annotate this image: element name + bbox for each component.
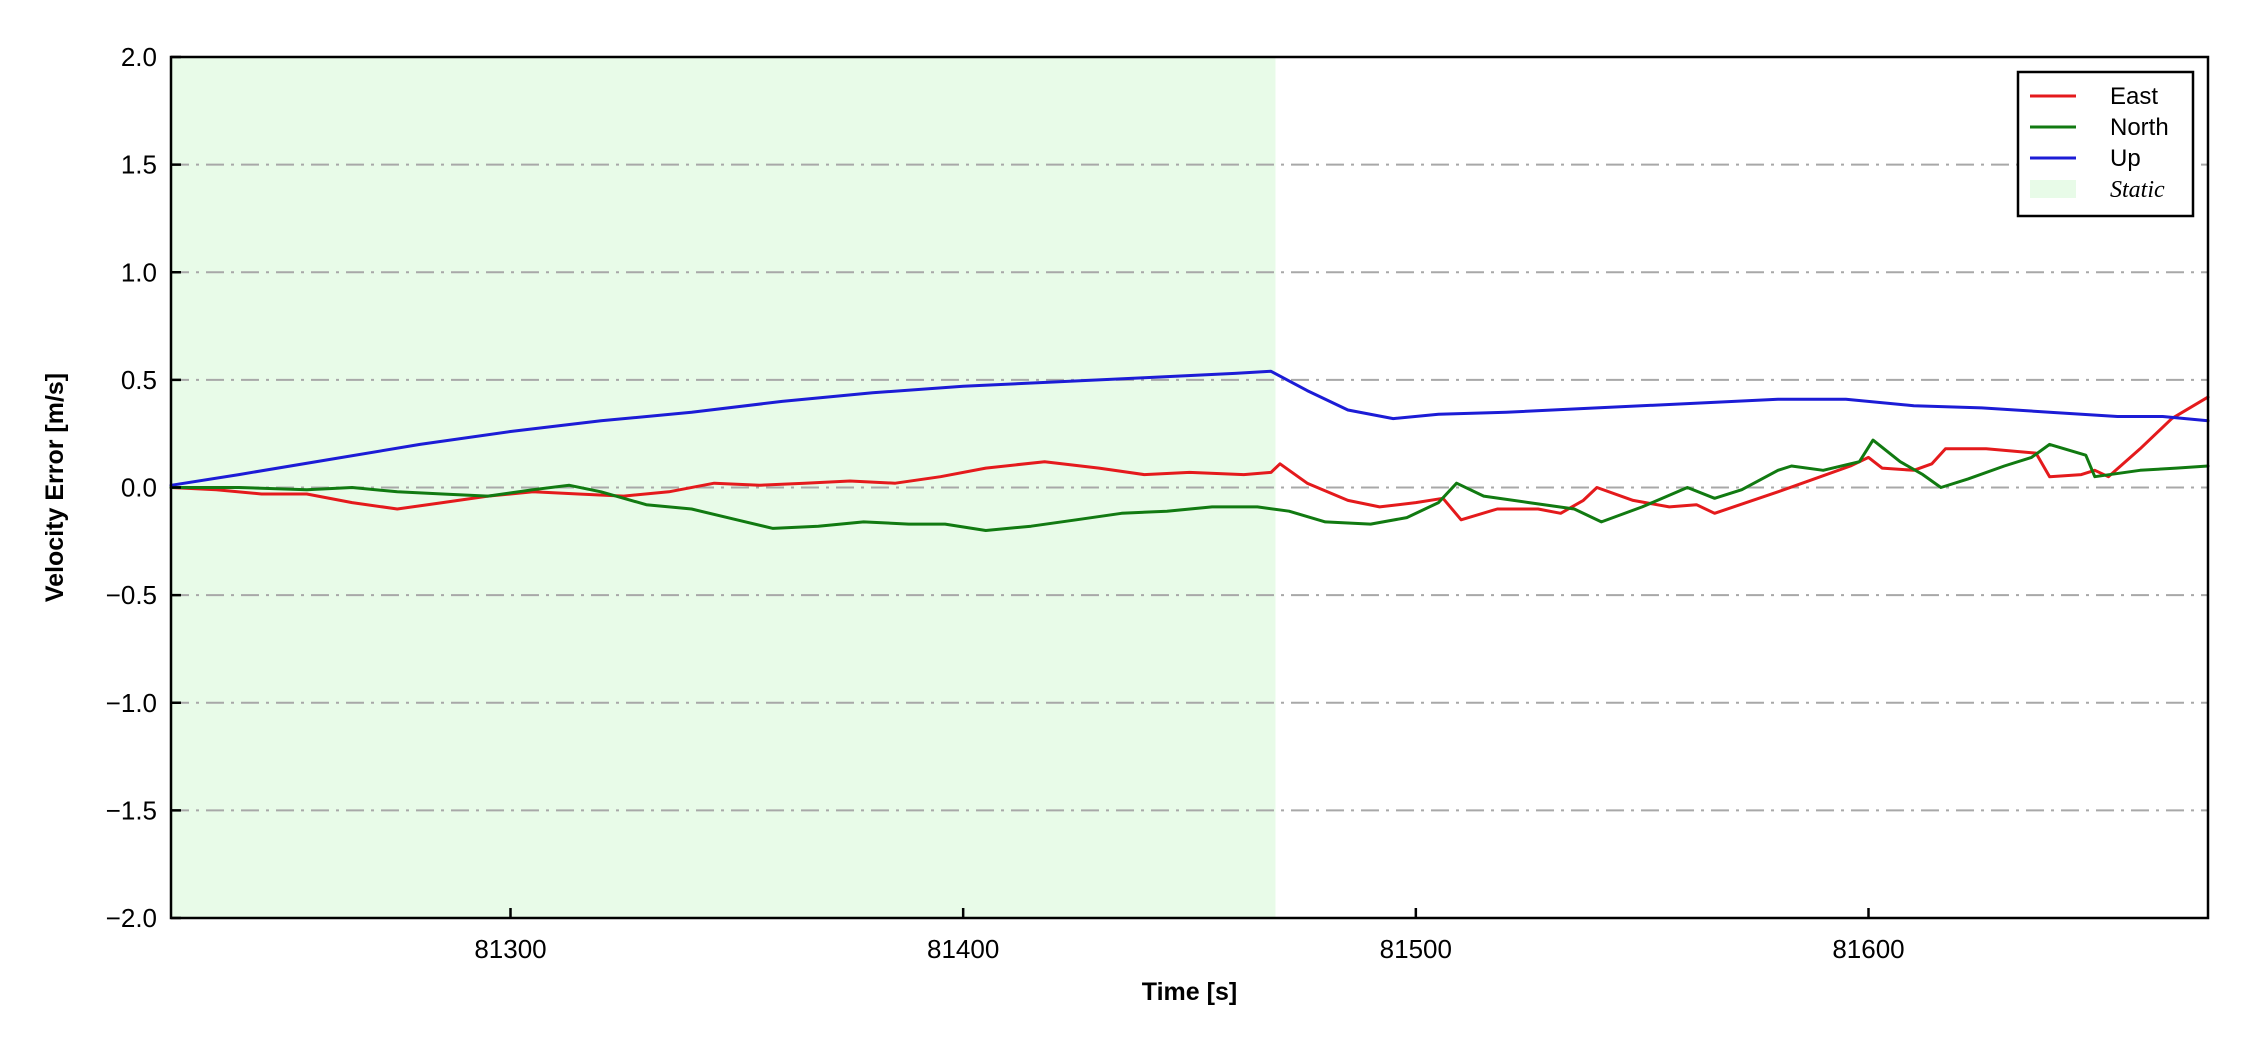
gridlines xyxy=(171,163,2208,812)
y-tick-label-4: 0.0 xyxy=(121,473,157,503)
legend-label-north: North xyxy=(2110,114,2169,141)
x-tick-label-3: 81600 xyxy=(1832,934,1904,964)
legend-label-east: East xyxy=(2110,83,2158,110)
x-axis-label: Time [s] xyxy=(1142,978,1237,1006)
y-tick-label-1: −1.5 xyxy=(106,795,157,825)
series-lines xyxy=(169,369,2210,532)
y-tick-label-6: 1.0 xyxy=(121,257,157,287)
y-tick-label-8: 2.0 xyxy=(121,42,157,72)
y-axis-label: Velocity Error [m/s] xyxy=(41,373,69,602)
series-line-up xyxy=(169,369,2210,487)
y-tick-label-2: −1.0 xyxy=(106,688,157,718)
legend-label-up: Up xyxy=(2110,145,2141,172)
legend-label-static: Static xyxy=(2110,177,2165,203)
x-tick-label-0: 81300 xyxy=(474,934,546,964)
x-tick-label-1: 81400 xyxy=(927,934,999,964)
y-tick-label-5: 0.5 xyxy=(121,365,157,395)
y-tick-label-0: −2.0 xyxy=(106,903,157,933)
axis-ticks: −2.0 −1.5 −1.0 −0.5 0.0 0.5 1.0 1.5 2.0 81300 8140… xyxy=(106,42,1905,964)
legend: East North Up Static xyxy=(2016,70,2195,218)
x-tick-label-2: 81500 xyxy=(1380,934,1452,964)
series-line-north xyxy=(169,438,2210,532)
legend-swatch-static xyxy=(2030,180,2076,198)
y-tick-label-3: −0.5 xyxy=(106,580,157,610)
y-tick-label-7: 1.5 xyxy=(121,150,157,180)
